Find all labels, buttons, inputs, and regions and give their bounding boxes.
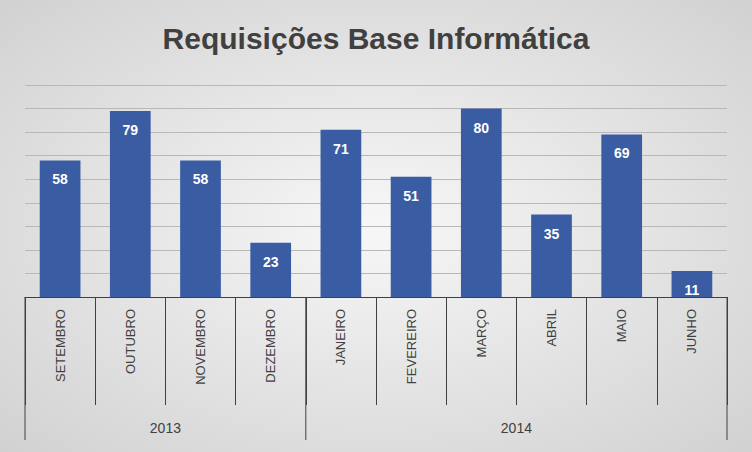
svg-text:FEVEREIRO: FEVEREIRO <box>404 309 419 384</box>
svg-text:80: 80 <box>474 120 490 136</box>
svg-text:Requisições Base Informática: Requisições Base Informática <box>163 22 590 55</box>
svg-text:35: 35 <box>544 226 560 242</box>
svg-text:2014: 2014 <box>501 420 532 436</box>
svg-text:51: 51 <box>403 188 419 204</box>
svg-text:MAIO: MAIO <box>614 309 629 342</box>
svg-text:71: 71 <box>333 141 349 157</box>
svg-text:79: 79 <box>123 122 139 138</box>
svg-text:JANEIRO: JANEIRO <box>333 309 348 365</box>
svg-text:DEZEMBRO: DEZEMBRO <box>263 309 278 383</box>
svg-text:OUTUBRO: OUTUBRO <box>123 309 138 374</box>
svg-text:58: 58 <box>193 171 209 187</box>
svg-text:58: 58 <box>52 171 68 187</box>
svg-text:2013: 2013 <box>150 420 181 436</box>
svg-text:NOVEMBRO: NOVEMBRO <box>193 309 208 385</box>
svg-text:ABRIL: ABRIL <box>544 309 559 347</box>
svg-text:69: 69 <box>614 145 630 161</box>
svg-text:SETEMBRO: SETEMBRO <box>53 309 68 382</box>
svg-text:MARÇO: MARÇO <box>474 309 489 357</box>
svg-text:11: 11 <box>684 282 699 298</box>
svg-text:23: 23 <box>263 254 279 270</box>
svg-text:JUNHO: JUNHO <box>684 309 699 354</box>
